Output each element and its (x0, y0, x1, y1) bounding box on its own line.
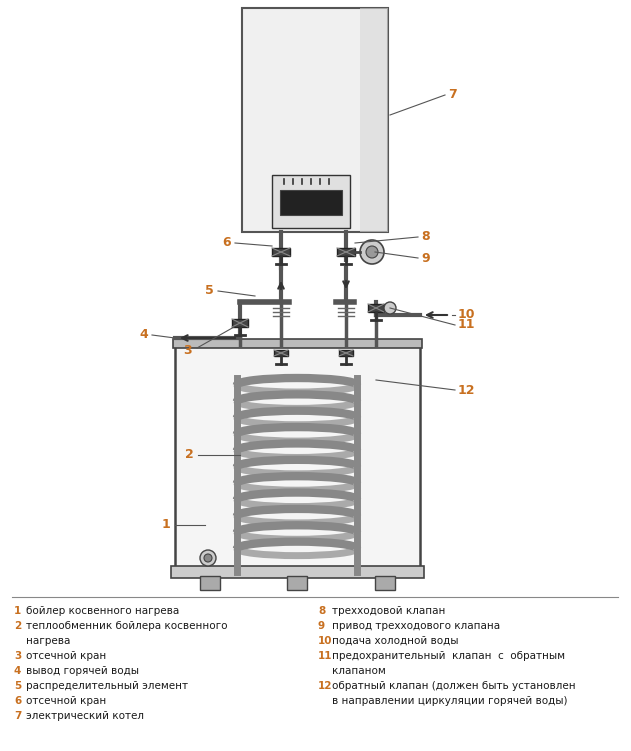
Text: 2: 2 (186, 448, 194, 462)
Polygon shape (280, 190, 342, 215)
Text: вывод горячей воды: вывод горячей воды (26, 666, 139, 676)
Text: 1: 1 (14, 606, 21, 616)
Text: 8: 8 (318, 606, 325, 616)
Text: 7: 7 (448, 88, 457, 101)
Text: бойлер косвенного нагрева: бойлер косвенного нагрева (26, 606, 179, 616)
Text: 7: 7 (14, 711, 21, 721)
Text: 8: 8 (421, 231, 430, 243)
Polygon shape (173, 339, 422, 348)
Text: клапаном: клапаном (332, 666, 386, 676)
Text: 6: 6 (14, 696, 21, 706)
Polygon shape (171, 566, 424, 578)
Text: 4: 4 (139, 328, 148, 342)
Circle shape (204, 554, 212, 562)
Text: нагрева: нагрева (26, 636, 71, 646)
Text: привод трехходового клапана: привод трехходового клапана (332, 621, 500, 631)
Circle shape (384, 302, 396, 314)
Polygon shape (368, 304, 384, 312)
Text: обратный клапан (должен быть установлен: обратный клапан (должен быть установлен (332, 681, 575, 691)
Polygon shape (274, 350, 288, 356)
Text: 11: 11 (318, 651, 333, 661)
Polygon shape (200, 576, 220, 590)
Polygon shape (242, 8, 388, 232)
Text: 11: 11 (458, 318, 476, 331)
Circle shape (360, 240, 384, 264)
Text: 3: 3 (14, 651, 21, 661)
Text: 5: 5 (14, 681, 21, 691)
Polygon shape (287, 576, 307, 590)
Text: распределительный элемент: распределительный элемент (26, 681, 188, 691)
Text: отсечной кран: отсечной кран (26, 696, 106, 706)
Polygon shape (272, 248, 290, 256)
Circle shape (366, 246, 378, 258)
Text: подача холодной воды: подача холодной воды (332, 636, 459, 646)
Text: 9: 9 (318, 621, 325, 631)
Polygon shape (360, 8, 388, 232)
Text: 2: 2 (14, 621, 21, 631)
Text: 12: 12 (318, 681, 333, 691)
Text: 5: 5 (205, 285, 214, 297)
Polygon shape (272, 175, 350, 228)
Polygon shape (339, 350, 353, 356)
Text: 1: 1 (162, 518, 170, 532)
Text: электрический котел: электрический котел (26, 711, 144, 721)
Circle shape (200, 550, 216, 566)
Polygon shape (375, 576, 395, 590)
Text: трехходовой клапан: трехходовой клапан (332, 606, 445, 616)
Text: 9: 9 (421, 252, 430, 264)
Text: предохранительный  клапан  с  обратным: предохранительный клапан с обратным (332, 651, 565, 661)
Text: 4: 4 (14, 666, 21, 676)
Text: 10: 10 (318, 636, 333, 646)
Text: в направлении циркуляции горячей воды): в направлении циркуляции горячей воды) (332, 696, 567, 706)
Text: отсечной кран: отсечной кран (26, 651, 106, 661)
Text: 10: 10 (458, 309, 476, 321)
Text: теплообменник бойлера косвенного: теплообменник бойлера косвенного (26, 621, 228, 631)
Polygon shape (232, 319, 248, 327)
Text: 3: 3 (184, 343, 192, 357)
Text: 6: 6 (222, 237, 231, 249)
Polygon shape (175, 345, 420, 572)
Text: 12: 12 (458, 384, 476, 397)
Polygon shape (337, 248, 355, 256)
